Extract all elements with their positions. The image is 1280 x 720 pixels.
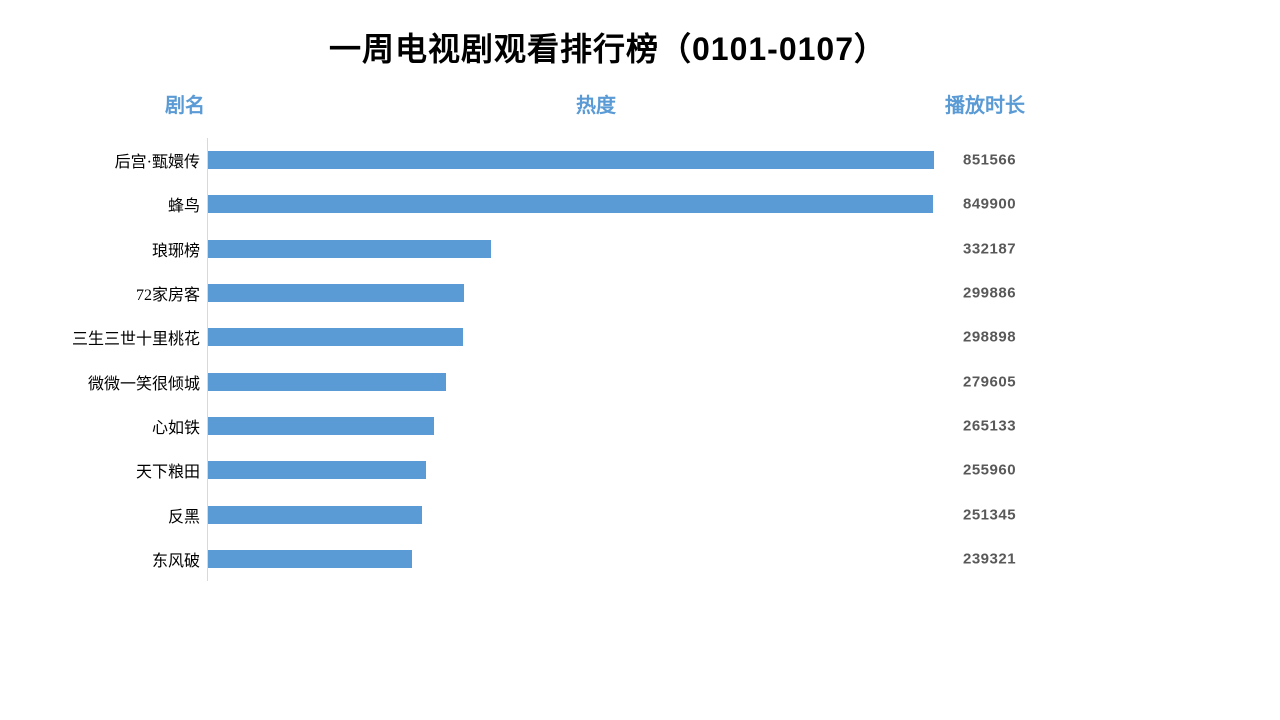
- play-duration-value: 332187: [963, 240, 1017, 258]
- drama-name-label: 72家房客: [135, 287, 200, 305]
- drama-name-label: 后宫·甄嬛传: [114, 154, 200, 172]
- column-header-drama-name: 剧名: [165, 95, 205, 117]
- play-duration-value: 255960: [963, 461, 1017, 479]
- bar-row: 琅琊榜 332187: [0, 227, 1280, 271]
- drama-name-label: 天下粮田: [135, 464, 200, 482]
- heat-bar: [208, 505, 423, 524]
- chart-title: 一周电视剧观看排行榜（0101-0107）: [328, 31, 888, 67]
- heat-bar: [208, 461, 427, 480]
- play-duration-value: 851566: [963, 151, 1017, 169]
- column-header-heat: 热度: [576, 95, 616, 117]
- vertical-axis-line: [207, 138, 208, 581]
- play-duration-value: 298898: [963, 328, 1017, 346]
- play-duration-value: 849900: [963, 195, 1017, 213]
- play-duration-value: 265133: [963, 417, 1017, 435]
- drama-name-label: 琅琊榜: [151, 242, 200, 260]
- heat-bar: [208, 239, 492, 258]
- bar-row: 72家房客 299886: [0, 271, 1280, 315]
- drama-name-label: 微微一笑很倾城: [87, 375, 200, 393]
- column-header-play-duration: 播放时长: [945, 95, 1025, 117]
- bar-row: 后宫·甄嬛传 851566: [0, 138, 1280, 182]
- play-duration-value: 251345: [963, 506, 1017, 524]
- heat-bar: [208, 549, 412, 568]
- heat-bar: [208, 416, 434, 435]
- bar-row: 微微一笑很倾城 279605: [0, 360, 1280, 404]
- heat-bar: [208, 372, 447, 391]
- heat-bar: [208, 328, 463, 347]
- bar-row: 东风破 239321: [0, 537, 1280, 581]
- bar-row: 三生三世十里桃花 298898: [0, 315, 1280, 359]
- heat-bar: [208, 284, 464, 303]
- heat-bar: [208, 195, 933, 214]
- drama-name-label: 三生三世十里桃花: [71, 331, 200, 349]
- bar-chart-rows: 后宫·甄嬛传 851566 蜂鸟 849900 琅琊榜 332187 72家房客…: [0, 138, 1280, 581]
- drama-name-label: 反黑: [167, 508, 200, 526]
- heat-bar: [208, 151, 934, 170]
- play-duration-value: 279605: [963, 373, 1017, 391]
- bar-row: 天下粮田 255960: [0, 448, 1280, 492]
- bar-row: 蜂鸟 849900: [0, 182, 1280, 226]
- play-duration-value: 299886: [963, 284, 1017, 302]
- bar-row: 心如铁 265133: [0, 404, 1280, 448]
- drama-name-label: 蜂鸟: [167, 198, 200, 216]
- drama-name-label: 东风破: [151, 552, 200, 570]
- bar-row: 反黑 251345: [0, 492, 1280, 536]
- drama-name-label: 心如铁: [151, 419, 200, 437]
- play-duration-value: 239321: [963, 550, 1017, 568]
